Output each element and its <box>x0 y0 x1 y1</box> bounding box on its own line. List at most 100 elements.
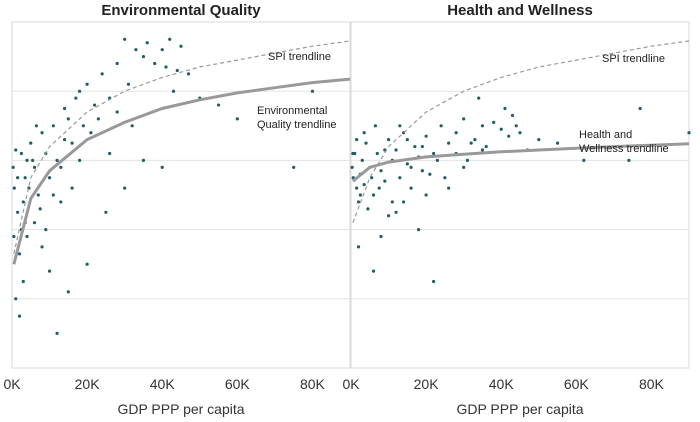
data-point <box>62 106 67 111</box>
data-point <box>507 134 511 138</box>
data-point <box>462 165 466 169</box>
data-point <box>492 120 496 124</box>
data-point <box>179 44 183 48</box>
trendline-annotation: Environmental Quality trendline <box>257 105 337 131</box>
data-point <box>40 245 44 249</box>
data-point <box>351 151 355 156</box>
data-point <box>51 124 55 128</box>
data-point <box>81 124 85 128</box>
data-point <box>473 138 477 142</box>
x-axis-label: GDP PPP per capita <box>456 401 583 417</box>
data-point <box>432 279 436 284</box>
data-point <box>405 138 409 142</box>
data-point <box>371 193 376 197</box>
data-point <box>145 41 149 45</box>
data-point <box>484 144 488 149</box>
data-point <box>47 176 52 180</box>
x-tick-label: 20K <box>414 376 440 392</box>
data-point <box>141 55 146 59</box>
data-point <box>70 186 74 190</box>
data-point <box>153 61 157 66</box>
data-point <box>480 124 485 128</box>
data-point <box>123 186 127 190</box>
data-point <box>59 165 63 169</box>
data-point <box>394 210 398 214</box>
annotation-line: Environmental <box>257 105 327 117</box>
data-point <box>465 158 470 162</box>
data-point <box>443 176 447 180</box>
data-point <box>627 158 631 162</box>
data-point <box>12 234 16 239</box>
x-tick-label: 0K <box>342 376 360 392</box>
data-point <box>398 176 402 180</box>
trendline-annotation: SPI trendline <box>602 53 665 65</box>
data-point <box>362 131 366 135</box>
data-point <box>123 37 127 41</box>
data-point <box>55 331 59 335</box>
data-point <box>25 234 29 239</box>
data-point <box>420 144 424 149</box>
data-point <box>126 82 131 86</box>
data-point <box>386 138 391 142</box>
data-point <box>503 106 507 111</box>
x-tick-label: 60K <box>225 376 251 392</box>
data-point <box>447 141 451 145</box>
data-point <box>12 186 16 190</box>
data-point <box>36 193 40 197</box>
data-point <box>439 124 443 128</box>
chart-panel-1: Environmental Quality SPI trendline Enviro… <box>3 2 351 417</box>
data-point <box>377 186 381 190</box>
data-point <box>405 162 409 166</box>
data-point <box>424 193 428 197</box>
annotation-line: Health and <box>579 129 632 141</box>
trendline-annotation: Health and Wellness trendline <box>579 129 669 155</box>
data-point <box>44 228 48 232</box>
data-point <box>21 279 25 284</box>
data-point <box>292 165 296 169</box>
data-point <box>582 158 586 162</box>
data-point <box>134 48 138 52</box>
data-point <box>16 210 20 214</box>
data-point <box>32 165 37 169</box>
domain-trendline <box>351 142 690 183</box>
data-point <box>115 61 119 66</box>
chart-title: Environmental Quality <box>101 2 261 19</box>
data-point <box>17 252 22 256</box>
data-point <box>409 186 413 190</box>
data-point <box>375 151 379 156</box>
data-point <box>89 131 93 135</box>
plot-frame <box>350 21 690 369</box>
data-point <box>171 89 176 93</box>
data-point <box>66 290 70 294</box>
data-point <box>398 124 402 128</box>
data-point <box>360 158 364 162</box>
trendline-annotation: SPI trendline <box>268 51 331 63</box>
data-point <box>373 124 378 128</box>
data-point <box>355 138 359 142</box>
data-point <box>371 269 376 273</box>
data-point <box>16 176 20 180</box>
data-point <box>34 124 39 128</box>
data-point <box>59 200 63 204</box>
data-point <box>164 65 168 69</box>
data-point <box>100 72 104 76</box>
data-point <box>85 82 89 86</box>
domain-trendline <box>12 77 351 265</box>
data-point <box>383 179 387 183</box>
data-point <box>364 141 368 145</box>
x-tick-label: 20K <box>75 376 101 392</box>
data-point <box>379 169 383 173</box>
data-point <box>462 117 466 121</box>
data-point <box>366 207 370 211</box>
x-axis-label: GDP PPP per capita <box>117 401 244 417</box>
x-tick-label: 80K <box>300 376 326 392</box>
data-point <box>499 127 503 131</box>
data-point <box>537 138 541 142</box>
data-point <box>104 210 108 214</box>
data-point <box>510 113 515 118</box>
data-point <box>428 172 432 176</box>
data-point <box>390 200 394 204</box>
data-point <box>62 138 67 142</box>
